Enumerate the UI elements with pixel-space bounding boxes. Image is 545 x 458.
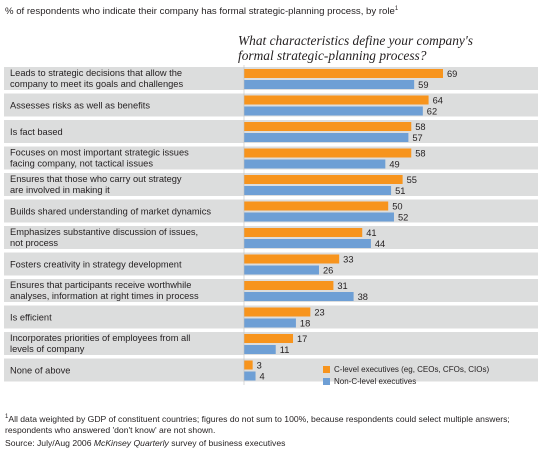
value-label: 59 xyxy=(418,80,428,90)
value-label: 17 xyxy=(297,334,307,344)
footnote-marker: 1 xyxy=(5,414,9,420)
note-text: % of respondents who indicate their comp… xyxy=(5,6,395,18)
category-label: Focuses on most important strategic issu… xyxy=(10,148,189,169)
category-label: None of above xyxy=(10,365,70,375)
bar-c-level xyxy=(244,254,340,264)
bar-c-level xyxy=(244,307,311,317)
value-label: 4 xyxy=(260,372,265,382)
category-label: Builds shared understanding of market dy… xyxy=(10,206,211,216)
value-label: 41 xyxy=(366,228,376,238)
category-label-line: Incorporates priorities of employees fro… xyxy=(10,333,190,343)
bar-c-level xyxy=(244,95,429,105)
chart-note: % of respondents who indicate their comp… xyxy=(5,6,398,17)
value-label: 57 xyxy=(412,133,422,143)
bar-non-c-level xyxy=(244,265,319,275)
source-line: Source: July/Aug 2006 McKinsey Quarterly… xyxy=(5,438,285,448)
bar-c-level xyxy=(244,148,412,158)
value-label: 64 xyxy=(433,96,443,106)
bar-c-level xyxy=(244,201,389,211)
value-label: 55 xyxy=(407,175,417,185)
category-label-line: not process xyxy=(10,238,58,248)
bar-non-c-level xyxy=(244,371,256,381)
row-band xyxy=(4,332,538,355)
category-label-line: company to meet its goals and challenges xyxy=(10,79,183,89)
value-label: 52 xyxy=(398,213,408,223)
row-band xyxy=(4,252,538,276)
value-label: 69 xyxy=(447,69,457,79)
value-label: 51 xyxy=(395,186,405,196)
source-publication: McKinsey Quarterly xyxy=(93,438,169,448)
category-label-line: levels of company xyxy=(10,344,85,354)
row-band xyxy=(4,199,538,223)
category-label-line: facing company, not tactical issues xyxy=(10,159,153,169)
category-label: Assesses risks as well as benefits xyxy=(10,100,150,110)
value-label: 33 xyxy=(343,255,353,265)
value-label: 23 xyxy=(314,308,324,318)
bar-non-c-level xyxy=(244,292,354,301)
legend-label: C-level executives (eg, CEOs, CFOs, CIOs… xyxy=(334,365,489,374)
source-suffix: survey of business executives xyxy=(168,438,286,448)
value-label: 58 xyxy=(415,149,425,159)
value-label: 58 xyxy=(415,122,425,132)
legend-label: Non-C-level executives xyxy=(334,377,416,386)
category-label-line: Leads to strategic decisions that allow … xyxy=(10,68,182,78)
bar-non-c-level xyxy=(244,133,409,142)
value-label: 49 xyxy=(389,160,399,170)
footnote-text: All data weighted by GDP of constituent … xyxy=(5,413,510,435)
legend-swatch xyxy=(323,366,330,373)
category-label-line: Ensures that those who carry out strateg… xyxy=(10,174,182,184)
bar-non-c-level xyxy=(244,159,386,169)
bar-c-level xyxy=(244,334,294,343)
category-label: Leads to strategic decisions that allow … xyxy=(10,68,183,89)
note-footnote-marker: 1 xyxy=(394,6,399,12)
value-label: 31 xyxy=(337,281,347,291)
bar-non-c-level xyxy=(244,186,392,195)
legend-swatch xyxy=(323,378,330,385)
value-label: 3 xyxy=(257,361,262,371)
bar-non-c-level xyxy=(244,318,296,328)
category-label-line: analyses, information at right times in … xyxy=(10,291,199,301)
bar-c-level xyxy=(244,175,403,184)
value-label: 44 xyxy=(375,239,385,249)
chart-title-line-1: What characteristics define your company… xyxy=(238,33,473,48)
value-label: 26 xyxy=(323,266,333,276)
category-label-line: Focuses on most important strategic issu… xyxy=(10,148,189,158)
category-label: Incorporates priorities of employees fro… xyxy=(10,333,190,354)
row-band xyxy=(4,226,538,249)
chart-title-line-2: formal strategic-planning process? xyxy=(238,48,427,63)
category-label: Fosters creativity in strategy developme… xyxy=(10,259,182,269)
row-band xyxy=(4,358,538,382)
footnote: 1All data weighted by GDP of constituent… xyxy=(5,412,540,436)
value-label: 11 xyxy=(280,345,290,355)
category-label-line: Ensures that participants receive worthw… xyxy=(10,280,191,290)
bar-c-level xyxy=(244,281,334,290)
bar-c-level xyxy=(244,360,253,370)
chart-title: What characteristics define your company… xyxy=(238,33,538,63)
value-label: 62 xyxy=(427,107,437,117)
row-band xyxy=(4,305,538,329)
category-label: Is efficient xyxy=(10,312,52,322)
bar-c-level xyxy=(244,122,412,131)
bar-non-c-level xyxy=(244,212,394,222)
bar-non-c-level xyxy=(244,345,276,354)
bar-c-level xyxy=(244,228,363,237)
source-prefix: Source: July/Aug 2006 xyxy=(5,438,94,448)
value-label: 50 xyxy=(392,202,402,212)
category-label: Ensures that those who carry out strateg… xyxy=(10,174,182,195)
bar-c-level xyxy=(244,69,443,78)
bar-non-c-level xyxy=(244,239,371,248)
value-label: 38 xyxy=(358,292,368,302)
category-label: Is fact based xyxy=(10,127,63,137)
bar-non-c-level xyxy=(244,80,415,89)
category-label-line: Emphasizes substantive discussion of iss… xyxy=(10,227,198,237)
bar-non-c-level xyxy=(244,106,423,116)
category-label-line: are involved in making it xyxy=(10,185,110,195)
value-label: 18 xyxy=(300,319,310,329)
row-band xyxy=(4,279,538,302)
row-band xyxy=(4,173,538,196)
category-label: Ensures that participants receive worthw… xyxy=(10,280,199,301)
category-label: Emphasizes substantive discussion of iss… xyxy=(10,227,198,248)
